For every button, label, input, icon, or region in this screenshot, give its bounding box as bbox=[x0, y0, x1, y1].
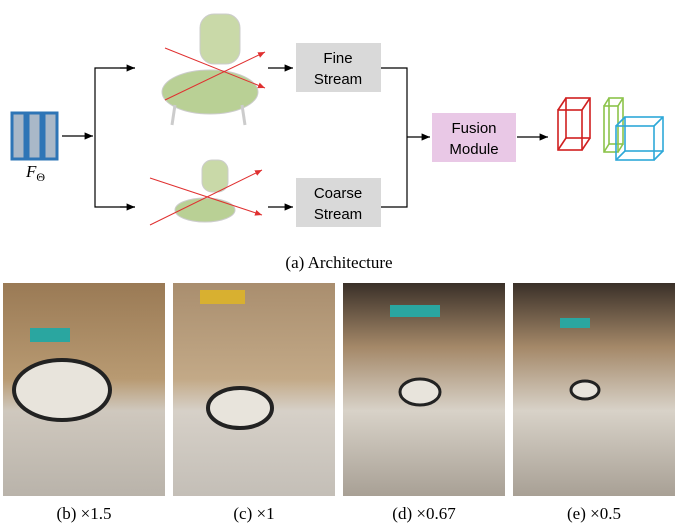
panel-caption: (c) ×1 bbox=[233, 504, 274, 523]
caption: (a) Architecture bbox=[285, 253, 392, 272]
input-features bbox=[10, 111, 59, 161]
fusion-module-label: Fusion Module bbox=[449, 120, 498, 158]
chair-coarse bbox=[149, 159, 263, 226]
fusion-module-box bbox=[432, 113, 516, 162]
photos bbox=[3, 283, 675, 496]
bounding-boxes bbox=[557, 97, 664, 161]
coarse-stream-box bbox=[296, 178, 381, 227]
connectors bbox=[62, 64, 548, 211]
coarse-stream-label: Coarse Stream bbox=[314, 185, 362, 223]
panel-caption: (b) ×1.5 bbox=[57, 504, 112, 523]
fine-stream-label: Fine Stream bbox=[314, 50, 362, 88]
input-label: FΘ bbox=[25, 162, 45, 184]
chair-fine bbox=[161, 13, 266, 126]
panel-caption: (d) ×0.67 bbox=[392, 504, 456, 523]
fine-stream-box bbox=[296, 43, 381, 92]
panel-caption: (e) ×0.5 bbox=[567, 504, 621, 523]
